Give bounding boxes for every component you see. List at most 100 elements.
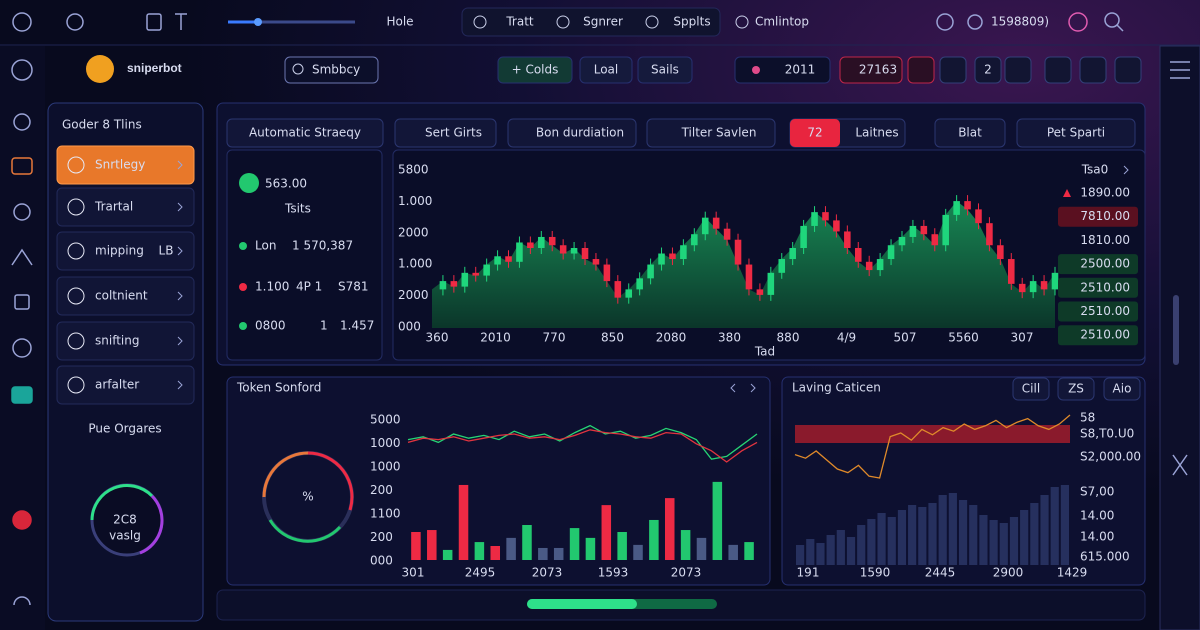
candle bbox=[658, 253, 665, 265]
panel-button-label[interactable]: ZS bbox=[1068, 382, 1084, 396]
x-tick-label: 2900 bbox=[993, 566, 1024, 580]
bar bbox=[427, 530, 437, 560]
nav-item[interactable]: Tratt bbox=[505, 15, 534, 29]
x-tick-label: 2073 bbox=[532, 566, 563, 580]
page-button[interactable] bbox=[974, 56, 1002, 84]
header-button[interactable] bbox=[637, 56, 693, 84]
tab[interactable] bbox=[507, 118, 637, 148]
header-button-label[interactable]: Loal bbox=[594, 63, 619, 77]
sidebar-label[interactable]: Snrtlegy bbox=[95, 158, 145, 172]
sidebar-item[interactable] bbox=[56, 145, 195, 185]
slider-knob[interactable] bbox=[254, 18, 262, 26]
tab[interactable] bbox=[226, 118, 384, 148]
sidebar-label[interactable]: snifting bbox=[95, 334, 139, 348]
panel-button[interactable] bbox=[1012, 377, 1050, 401]
bar bbox=[680, 530, 691, 560]
tab-label[interactable]: Sert Girts bbox=[425, 126, 482, 140]
stat-cell: 0800 bbox=[255, 319, 286, 333]
candle bbox=[1040, 281, 1048, 290]
tool-button[interactable] bbox=[1114, 56, 1142, 84]
header-button[interactable] bbox=[497, 56, 573, 84]
gauge-value: % bbox=[302, 490, 313, 504]
tab-label[interactable]: Bon durdiation bbox=[536, 126, 624, 140]
panel-button[interactable] bbox=[1103, 377, 1141, 401]
tab[interactable] bbox=[646, 118, 776, 148]
sidebar-item[interactable] bbox=[56, 365, 195, 405]
y-tick-label: 1000 bbox=[370, 460, 401, 474]
chevron bbox=[177, 202, 183, 212]
bar bbox=[442, 549, 453, 560]
nav-item[interactable]: Cmlintop bbox=[755, 15, 809, 29]
token-panel bbox=[226, 376, 771, 586]
x-tick-label: 2080 bbox=[656, 331, 687, 345]
panel-button-label[interactable]: Cill bbox=[1022, 382, 1040, 396]
sidebar-item[interactable] bbox=[56, 276, 195, 316]
record-dot bbox=[752, 66, 760, 74]
trend-line bbox=[407, 429, 758, 463]
tool-button[interactable] bbox=[1079, 56, 1107, 84]
sidebar-label[interactable]: Trartal bbox=[94, 200, 133, 214]
x-tick-label: 360 bbox=[426, 331, 449, 345]
tool-button[interactable] bbox=[1044, 56, 1072, 84]
price-pill[interactable] bbox=[839, 56, 903, 84]
sidebar-label[interactable]: arfalter bbox=[95, 378, 139, 392]
toolbar-button[interactable] bbox=[934, 118, 1006, 148]
tool-button[interactable] bbox=[939, 56, 967, 84]
row-icon bbox=[239, 283, 247, 291]
panel-button[interactable] bbox=[1057, 377, 1095, 401]
sidebar-icon bbox=[67, 156, 85, 174]
stats-card bbox=[226, 149, 383, 361]
x-tick-label: 2010 bbox=[480, 331, 511, 345]
candle bbox=[789, 248, 796, 260]
candle bbox=[953, 201, 960, 215]
volume-bar bbox=[867, 519, 876, 565]
y-tick-label: 1.000 bbox=[398, 257, 432, 271]
bar bbox=[569, 528, 580, 560]
volume-bar bbox=[816, 543, 825, 565]
scrollbar[interactable] bbox=[1173, 295, 1179, 365]
ladder-title: Tsa0 bbox=[1081, 163, 1109, 177]
bar bbox=[696, 537, 707, 560]
candle bbox=[734, 239, 742, 265]
panel-button-label[interactable]: Aio bbox=[1113, 382, 1132, 396]
ladder-row[interactable] bbox=[1058, 325, 1138, 346]
nav-item[interactable]: Spplts bbox=[673, 15, 710, 29]
ladder-price: 2510.00 bbox=[1080, 304, 1130, 318]
badge bbox=[790, 119, 840, 147]
tool-button[interactable] bbox=[1004, 56, 1032, 84]
header-button[interactable] bbox=[579, 56, 633, 84]
volume-bar bbox=[887, 517, 896, 565]
x-tick-label: 507 bbox=[894, 331, 917, 345]
nav-item[interactable]: Hole bbox=[386, 15, 413, 29]
toolbar-button-label[interactable]: Pet Sparti bbox=[1047, 126, 1105, 140]
sidebar-item[interactable] bbox=[56, 231, 195, 271]
candle bbox=[669, 253, 676, 260]
ladder-price: 2510.00 bbox=[1080, 328, 1130, 342]
ladder-row[interactable] bbox=[1058, 301, 1138, 322]
ladder-row[interactable] bbox=[1058, 277, 1138, 298]
tab-label[interactable]: Automatic Straeqy bbox=[249, 126, 361, 140]
toolbar-button-label[interactable]: Blat bbox=[958, 126, 982, 140]
candle bbox=[909, 225, 917, 237]
header-button-label[interactable]: Sails bbox=[651, 63, 679, 77]
balance-icon bbox=[239, 173, 259, 193]
sidebar-item[interactable] bbox=[56, 187, 195, 227]
sidebar-item[interactable] bbox=[56, 321, 195, 361]
x-tick-label: 770 bbox=[543, 331, 566, 345]
tab-label[interactable]: Tilter Savlen bbox=[681, 126, 757, 140]
search-box[interactable] bbox=[284, 56, 379, 84]
toolbar-button[interactable] bbox=[1016, 118, 1136, 148]
header-button-label[interactable]: + Colds bbox=[512, 63, 559, 77]
volume-bar bbox=[918, 507, 927, 565]
y-tick-label: 200 bbox=[370, 483, 393, 497]
sidebar-label[interactable]: mipping bbox=[95, 244, 144, 258]
ladder-row[interactable] bbox=[1058, 254, 1138, 275]
volume-bar bbox=[1009, 517, 1019, 565]
tab[interactable] bbox=[394, 118, 497, 148]
ladder-row[interactable] bbox=[1058, 206, 1138, 227]
nav-button[interactable] bbox=[907, 56, 935, 84]
nav-item[interactable]: Sgnrer bbox=[583, 15, 623, 29]
gauge-arc bbox=[268, 519, 342, 543]
sidebar-label[interactable]: coltnient bbox=[95, 289, 148, 303]
